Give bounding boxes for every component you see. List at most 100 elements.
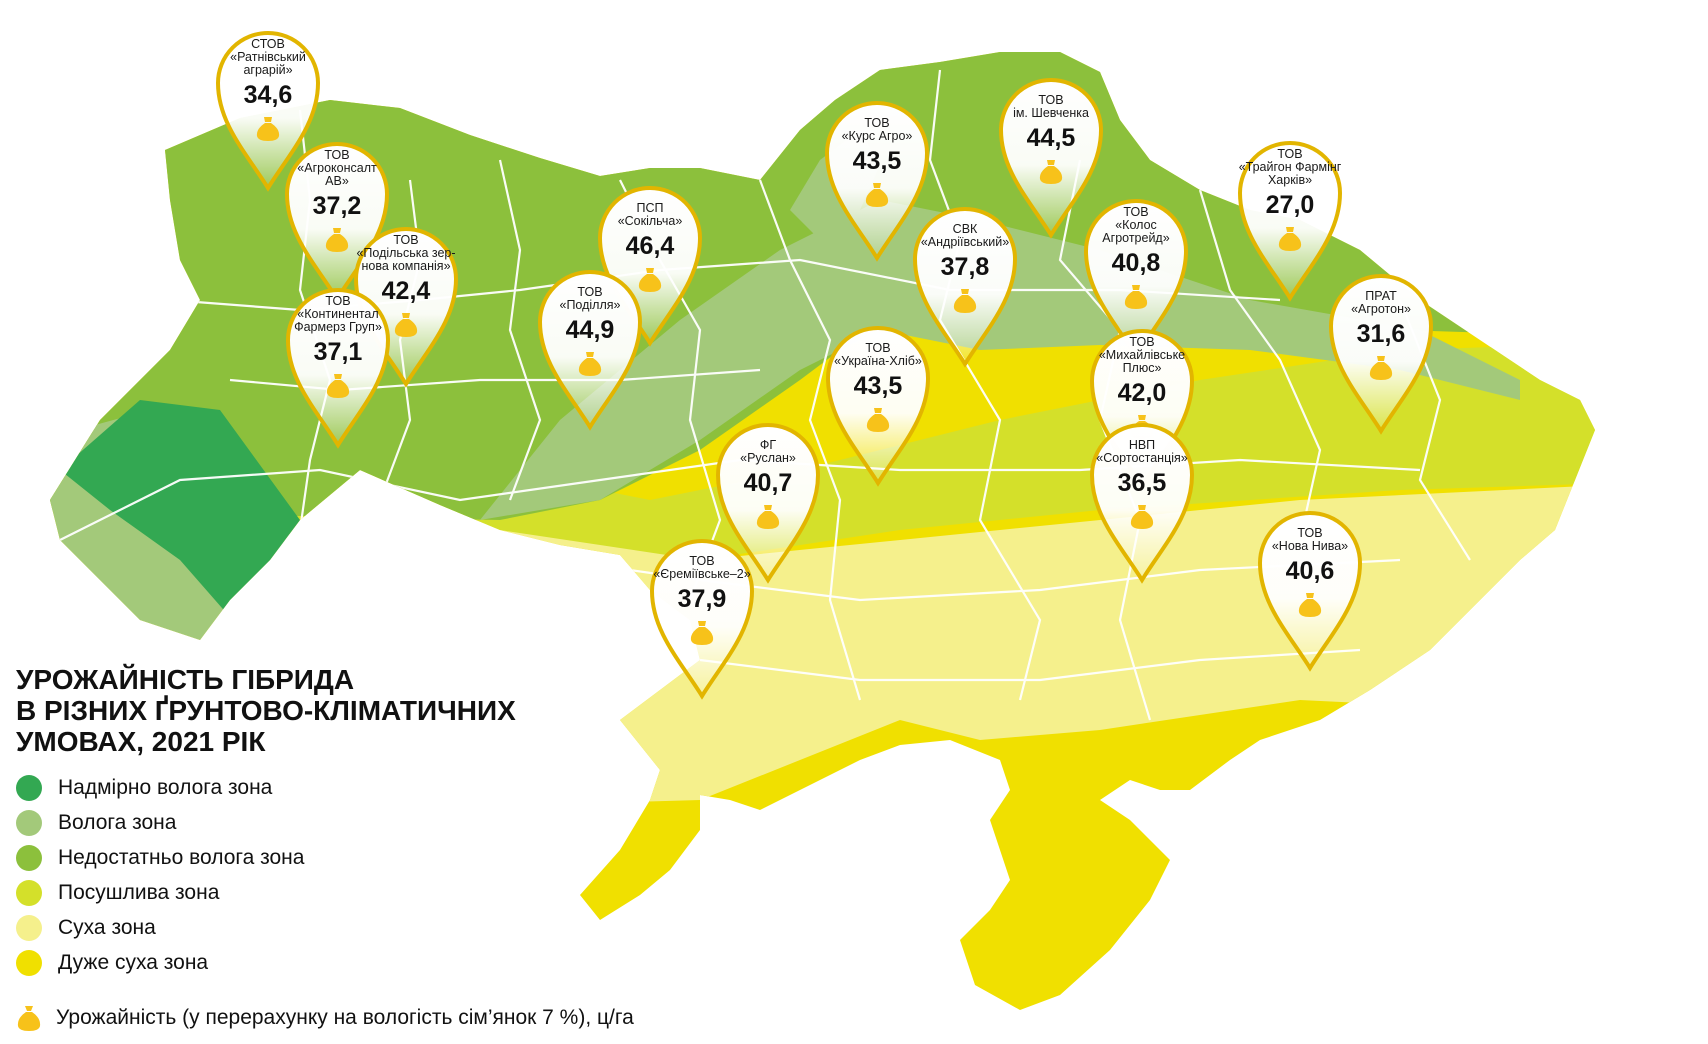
farm-name-line: ПСП <box>637 201 664 215</box>
farm-pin: ПРАТ«Агротон» 31,6 <box>1328 274 1434 435</box>
farm-yield-value: 37,8 <box>941 253 990 281</box>
farm-yield-value: 43,5 <box>854 372 903 400</box>
pin-marker <box>715 423 821 584</box>
title-line-1: УРОЖАЙНІСТЬ ГІБРИДА <box>16 664 355 695</box>
farm-pin: ТОВ«Нова Нива» 40,6 <box>1257 511 1363 672</box>
legend-label: Волога зона <box>58 810 177 834</box>
farm-pin: НВП«Сортостанція» 36,5 <box>1089 423 1195 584</box>
farm-name-line: Агротрейд» <box>1102 231 1169 245</box>
pin-marker <box>824 101 930 262</box>
farm-name-line: СВК <box>953 222 978 236</box>
legend-label: Посушлива зона <box>58 880 220 904</box>
farm-name-line: «Нова Нива» <box>1272 539 1348 553</box>
map-title: УРОЖАЙНІСТЬ ГІБРИДА В РІЗНИХ ҐРУНТОВО-КЛ… <box>16 664 516 757</box>
legend-swatch <box>16 879 42 906</box>
legend-swatch <box>16 774 42 801</box>
farm-yield-value: 37,9 <box>678 585 727 613</box>
legend-item: Волога зона <box>16 805 304 840</box>
pin-marker <box>1237 141 1343 302</box>
farm-name-line: «Поділля» <box>560 298 621 312</box>
farm-yield-value: 40,6 <box>1286 557 1335 585</box>
bag-icon <box>256 117 280 141</box>
farm-name-line: ТОВ <box>1297 526 1322 540</box>
bag-icon <box>690 621 714 645</box>
farm-pin: СВК«Андріївський» 37,8 <box>912 207 1018 368</box>
pin-marker <box>537 270 643 431</box>
farm-name-line: ТОВ <box>324 148 349 162</box>
farm-name-line: «Сортостанція» <box>1096 451 1188 465</box>
bag-icon <box>1298 593 1322 617</box>
farm-name-line: «Агроконсалт <box>297 161 377 175</box>
pin-marker <box>285 288 391 449</box>
farm-name-line: аграрій» <box>243 63 292 77</box>
farm-yield-value: 27,0 <box>1266 191 1315 219</box>
farm-name-line: ТОВ <box>393 233 418 247</box>
title-line-3: УМОВАХ, 2021 РІК <box>16 726 266 757</box>
bag-icon <box>578 352 602 376</box>
farm-name-line: ТОВ <box>1129 335 1154 349</box>
legend-item: Посушлива зона <box>16 875 304 910</box>
farm-yield-value: 31,6 <box>1357 320 1406 348</box>
farm-yield-value: 44,9 <box>566 316 615 344</box>
bag-icon <box>325 228 349 252</box>
bag-icon <box>756 505 780 529</box>
farm-name-line: «Єреміївське–2» <box>653 567 750 581</box>
legend-swatch <box>16 844 42 871</box>
farm-yield-value: 43,5 <box>853 147 902 175</box>
pin-marker <box>649 539 755 700</box>
farm-name-line: «Михайлівське <box>1099 348 1185 362</box>
farm-pin: ТОВ«Поділля» 44,9 <box>537 270 643 431</box>
legend-label: Суха зона <box>58 915 156 939</box>
farm-name-line: «Сокільча» <box>618 214 683 228</box>
bag-icon <box>17 1006 41 1031</box>
farm-name-line: ТОВ <box>1038 93 1063 107</box>
pin-marker <box>215 31 321 192</box>
farm-name-line: «Трайгон Фармінг <box>1239 160 1342 174</box>
pin-marker <box>825 326 931 487</box>
farm-pin: ФГ«Руслан» 40,7 <box>715 423 821 584</box>
farm-name-line: «Континентал <box>297 307 378 321</box>
legend-label: Надмірно волога зона <box>58 775 273 799</box>
legend-item: Надмірно волога зона <box>16 770 304 805</box>
farm-name-line: АВ» <box>325 174 349 188</box>
bag-icon <box>1039 160 1063 184</box>
bag-icon <box>1278 227 1302 251</box>
farm-name-line: «Агротон» <box>1351 302 1411 316</box>
bag-icon <box>1124 285 1148 309</box>
farm-name-line: Харків» <box>1268 173 1312 187</box>
farm-pin: ТОВ«Україна-Хліб» 43,5 <box>825 326 931 487</box>
farm-yield-value: 42,4 <box>382 277 431 305</box>
legend-swatch <box>16 914 42 941</box>
farm-name-line: ТОВ <box>577 285 602 299</box>
farm-pin: ТОВ«Єреміївське–2» 37,9 <box>649 539 755 700</box>
farm-name-line: ім. Шевченка <box>1013 106 1089 120</box>
title-line-2: В РІЗНИХ ҐРУНТОВО-КЛІМАТИЧНИХ <box>16 695 516 726</box>
legend-label: Дуже суха зона <box>58 950 209 974</box>
farm-name-line: ТОВ <box>865 341 890 355</box>
farm-name-line: ТОВ <box>1123 205 1148 219</box>
pin-marker <box>1328 274 1434 435</box>
yield-legend: Урожайність (у перерахунку на вологість … <box>16 1004 634 1032</box>
farm-yield-value: 36,5 <box>1118 469 1167 497</box>
pin-marker <box>1083 199 1189 360</box>
farm-name-line: ТОВ <box>689 554 714 568</box>
farm-name-line: ПРАТ <box>1365 289 1397 303</box>
farm-name-line: Плюс» <box>1123 361 1162 375</box>
farm-yield-value: 40,7 <box>744 469 793 497</box>
farm-name-line: ТОВ <box>1277 147 1302 161</box>
bag-icon <box>865 183 889 207</box>
farm-name-line: НВП <box>1129 438 1155 452</box>
yield-legend-label: Урожайність (у перерахунку на вологість … <box>56 1006 634 1029</box>
farm-yield-value: 42,0 <box>1118 379 1167 407</box>
farm-yield-value: 44,5 <box>1027 124 1076 152</box>
pin-marker <box>1089 423 1195 584</box>
farm-name-line: ФГ <box>760 438 777 452</box>
bag-icon <box>953 289 977 313</box>
zone-legend: Надмірно волога зона Волога зона Недоста… <box>16 770 304 980</box>
farm-name-line: Фармерз Груп» <box>294 320 382 334</box>
bag-icon <box>866 408 890 432</box>
